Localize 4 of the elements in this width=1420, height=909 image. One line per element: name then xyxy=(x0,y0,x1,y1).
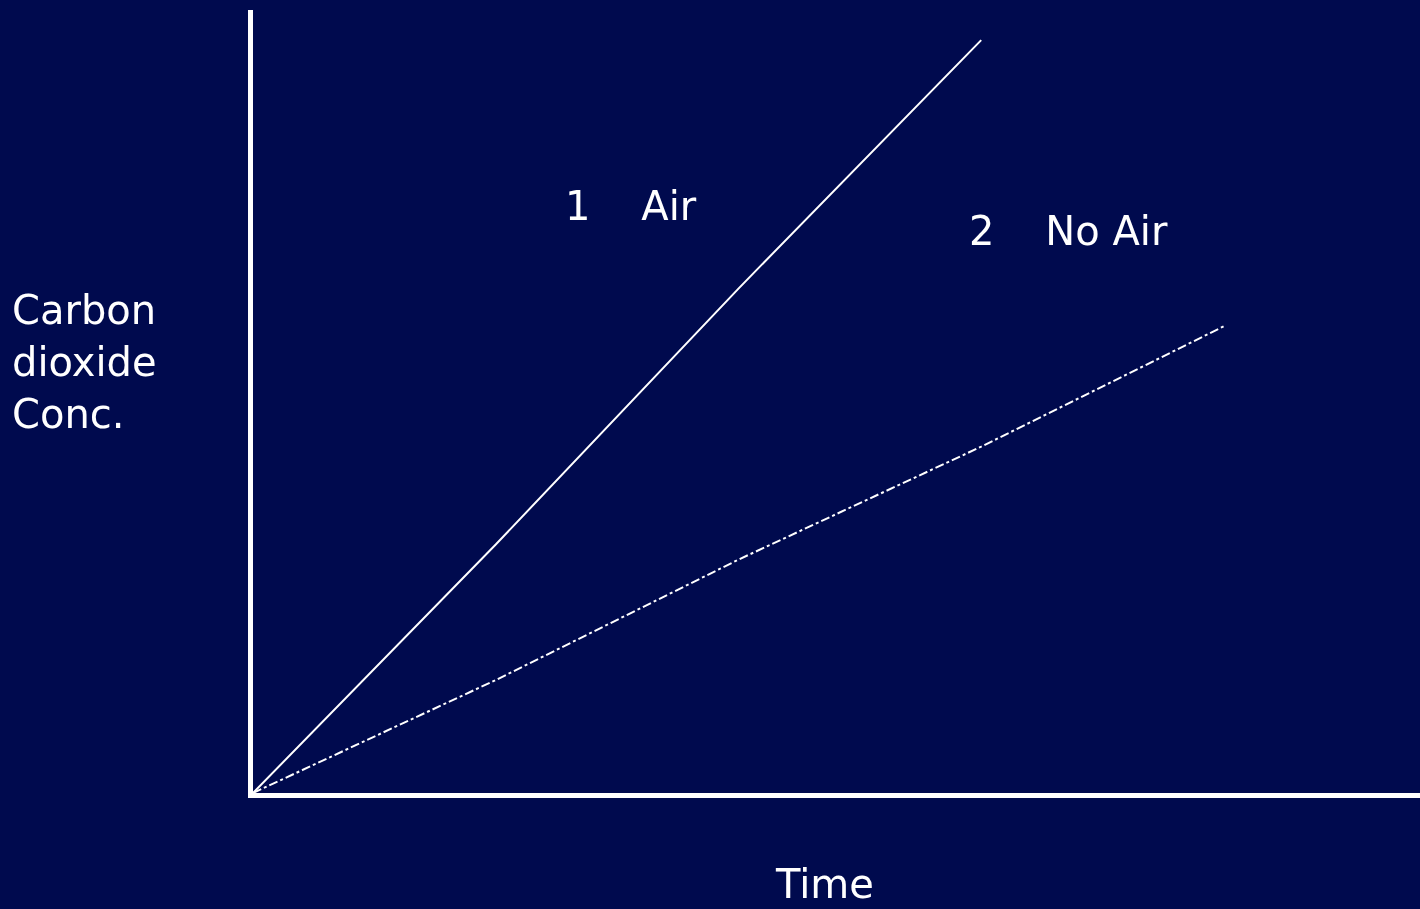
y-axis-title: Carbon dioxide Conc. xyxy=(12,287,157,437)
text: 2 No Air xyxy=(969,208,1168,254)
series-label: 1 Air xyxy=(565,183,697,229)
x-axis-title: Time xyxy=(775,861,874,907)
